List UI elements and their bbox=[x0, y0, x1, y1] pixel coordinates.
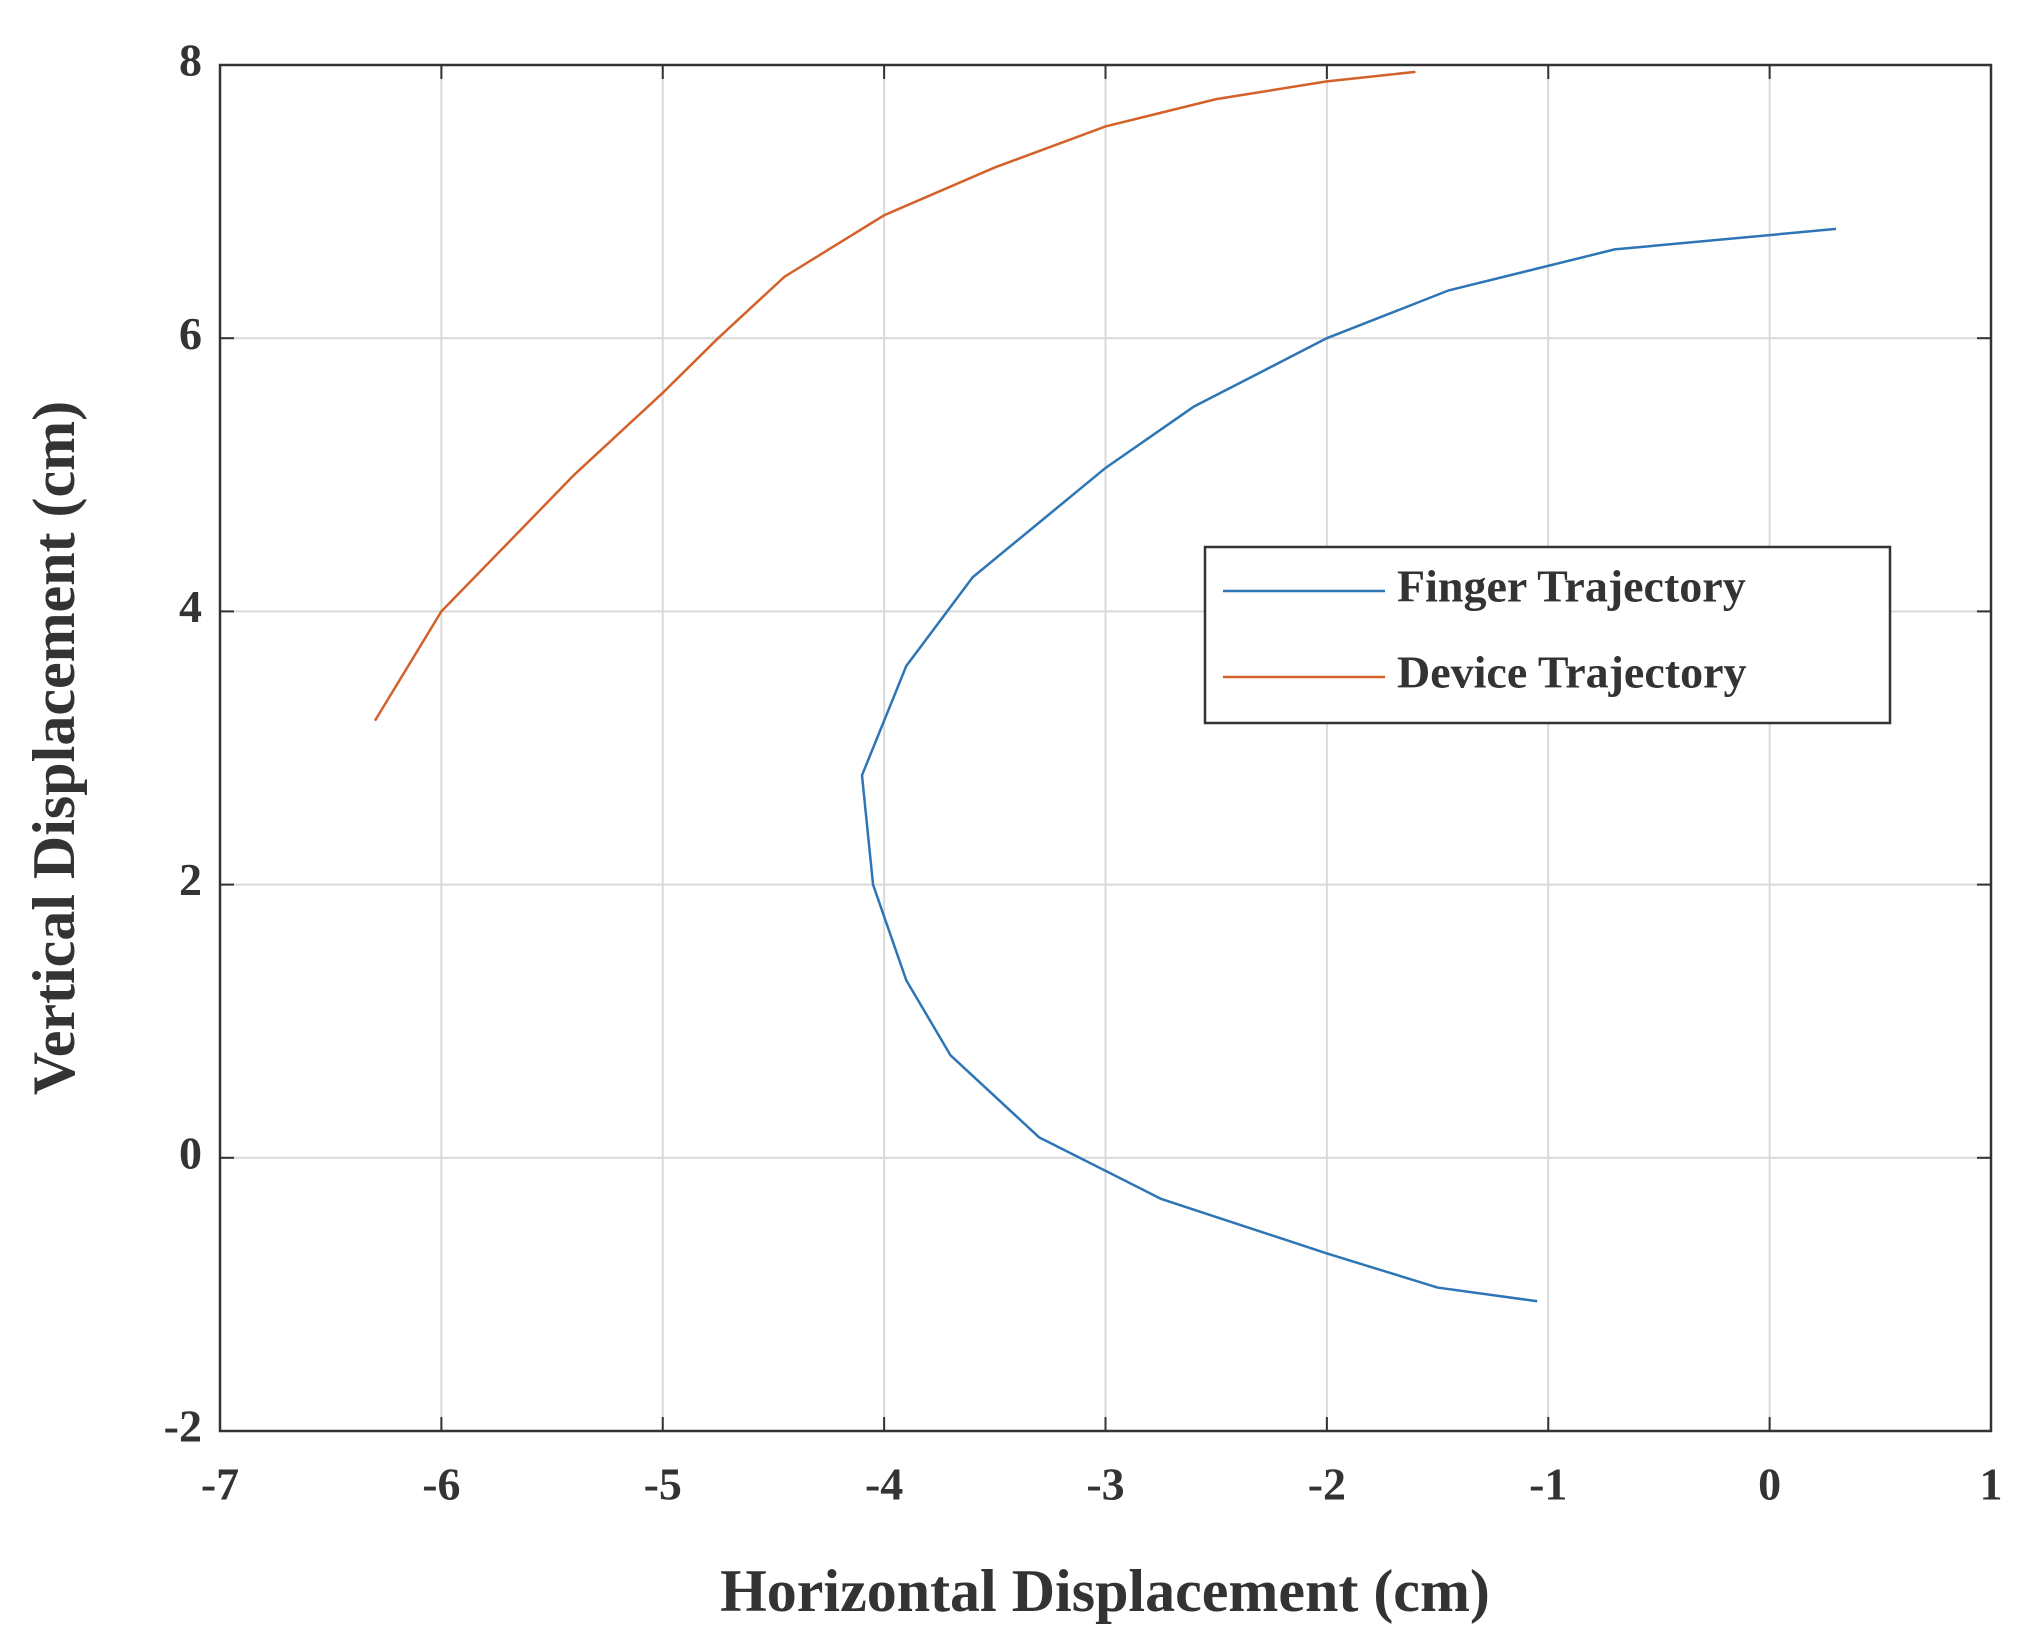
series-line bbox=[860, 227, 1837, 1303]
legend-label: Device Trajectory bbox=[1397, 647, 1747, 698]
y-tick-label: 8 bbox=[179, 35, 202, 86]
x-axis-label: Horizontal Displacement (cm) bbox=[720, 1558, 1490, 1624]
y-tick-label: -2 bbox=[164, 1401, 202, 1452]
legend-label: Finger Trajectory bbox=[1397, 561, 1746, 612]
y-tick-label: 2 bbox=[179, 854, 202, 905]
x-tick-label: -4 bbox=[865, 1459, 903, 1510]
x-tick-label: -3 bbox=[1086, 1459, 1124, 1510]
x-tick-label: -6 bbox=[422, 1459, 460, 1510]
plot-frame bbox=[218, 63, 1993, 1433]
x-tick-label: -7 bbox=[201, 1459, 239, 1510]
y-tick-label: 6 bbox=[179, 308, 202, 359]
legend-box bbox=[1203, 545, 1892, 725]
y-axis-label: Vertical Displacement (cm) bbox=[21, 401, 87, 1095]
x-tick-label: -1 bbox=[1529, 1459, 1567, 1510]
x-tick-label: -2 bbox=[1308, 1459, 1346, 1510]
x-tick-label: 1 bbox=[1980, 1459, 2003, 1510]
y-tick-label: 4 bbox=[179, 581, 202, 632]
x-tick-label: -5 bbox=[644, 1459, 682, 1510]
series-line bbox=[373, 70, 1416, 722]
x-tick-label: 0 bbox=[1758, 1459, 1781, 1510]
y-tick-label: 0 bbox=[179, 1127, 202, 1178]
